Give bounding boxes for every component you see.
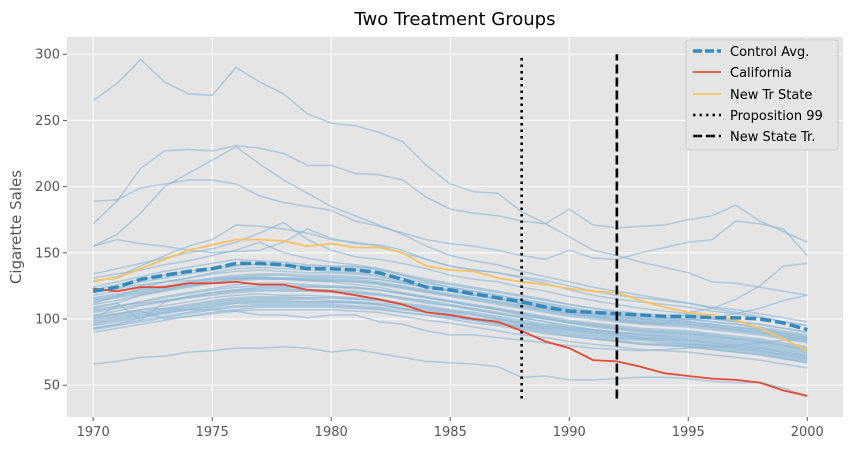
legend-box (685, 39, 839, 151)
control-state-line (93, 285, 808, 348)
legend: Control Avg. California New Tr State Pro… (685, 39, 839, 151)
control-state-lines (92, 58, 808, 398)
control-state-line (93, 277, 808, 341)
legend-label-proposition-99: Proposition 99 (730, 109, 823, 124)
control-state-line (93, 309, 808, 369)
treatment-vlines (520, 54, 619, 399)
x-tick-label: 1975 (196, 425, 229, 440)
new-tr-state-line (93, 238, 808, 352)
y-tick-label: 100 (35, 313, 60, 328)
control-avg-line (92, 261, 808, 332)
x-tick-label: 1995 (672, 425, 705, 440)
control-state-line (93, 221, 808, 334)
x-tick-label: 1990 (553, 425, 586, 440)
y-tick-label: 250 (35, 114, 60, 129)
legend-label-control-avg: Control Avg. (730, 45, 809, 60)
legend-label-new-state-tr: New State Tr. (730, 130, 815, 145)
control-state-line (92, 144, 808, 296)
y-tick-label: 50 (43, 379, 60, 394)
control-state-line (93, 224, 808, 323)
control-state-line (93, 306, 808, 361)
control-state-line (93, 287, 808, 351)
x-tick-label: 1985 (434, 425, 467, 440)
control-state-line (93, 301, 808, 360)
y-tick-label: 300 (35, 48, 60, 63)
x-tick-label: 1980 (315, 425, 348, 440)
california-line (93, 280, 808, 397)
control-state-line (93, 346, 808, 398)
control-state-line (93, 298, 808, 359)
control-state-line (92, 289, 808, 353)
legend-label-california: California (730, 66, 792, 81)
control-state-line (92, 58, 808, 243)
grid (67, 37, 843, 417)
x-axis-ticks: 1970 1975 1980 1985 1990 1995 2000 (77, 417, 824, 440)
control-state-line (93, 179, 808, 261)
y-axis-ticks: 50 100 150 200 250 300 (35, 48, 67, 394)
main-series-lines (92, 238, 808, 397)
y-tick-label: 150 (35, 246, 60, 261)
chart-title: Two Treatment Groups (354, 9, 556, 30)
control-state-line (93, 307, 808, 352)
control-state-line (93, 301, 808, 364)
legend-label-new-tr-state: New Tr State (730, 88, 812, 103)
control-state-line (93, 293, 808, 356)
control-state-line (93, 297, 808, 357)
x-tick-label: 2000 (791, 425, 824, 440)
y-axis-label: Cigarette Sales (7, 170, 25, 284)
y-tick-label: 200 (35, 180, 60, 195)
x-tick-label: 1970 (77, 425, 110, 440)
